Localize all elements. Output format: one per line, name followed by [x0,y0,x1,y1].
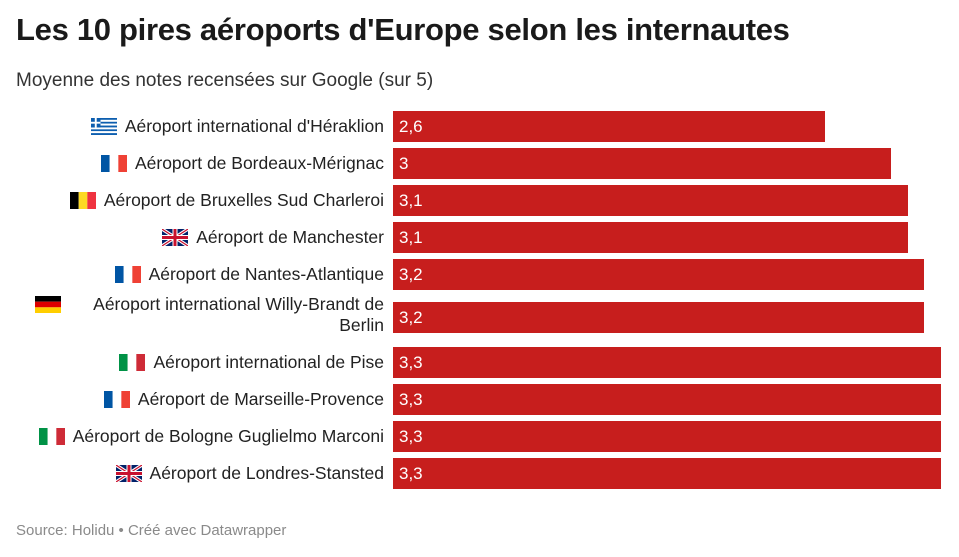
value-label: 3,3 [399,352,423,372]
belgium-flag-icon [69,192,96,209]
category-label: Aéroport de Bordeaux-Mérignac [100,148,384,179]
chart-row: Aéroport de Londres-Stansted 3,3 [0,458,959,489]
category-label-text: Aéroport international d'Héraklion [124,116,384,136]
value-label: 3,2 [399,307,423,327]
category-label-text: Aéroport de Bruxelles Sud Charleroi [103,190,384,210]
chart-row: Aéroport de Bordeaux-Mérignac 3 [0,148,959,179]
bar: 3,2 [393,259,925,290]
chart-row: Aéroport international de Pise 3,3 [0,347,959,378]
value-label: 3 [399,153,409,173]
chart-row: Aéroport international d'Héraklion 2,6 [0,111,959,142]
category-label: Aéroport international Willy-Brandt de B… [35,294,384,340]
category-label-text: Aéroport international de Pise [153,352,384,372]
value-label: 3,1 [399,190,423,210]
category-label: Aéroport de Manchester [162,222,384,253]
chart-row: Aéroport de Bologne Guglielmo Marconi 3,3 [0,421,959,452]
uk-flag-icon [162,229,189,246]
chart-title: Les 10 pires aéroports d'Europe selon le… [16,12,790,47]
category-label: Aéroport de Bruxelles Sud Charleroi [69,185,384,216]
italy-flag-icon [38,428,65,445]
category-label: Aéroport international d'Héraklion [90,111,384,142]
bar: 3,3 [393,421,941,452]
italy-flag-icon [119,354,146,371]
france-flag-icon [114,266,141,283]
category-label: Aéroport de Bologne Guglielmo Marconi [38,421,384,452]
bar: 3,3 [393,458,941,489]
category-label: Aéroport de Marseille-Provence [103,384,384,415]
category-label-text: Aéroport de Marseille-Provence [137,389,384,409]
chart-row: Aéroport de Marseille-Provence 3,3 [0,384,959,415]
bar: 3 [393,148,892,179]
uk-flag-icon [115,465,142,482]
category-label-text: Aéroport de Bologne Guglielmo Marconi [72,426,384,446]
category-label-text: Aéroport de Manchester [196,227,384,247]
value-label: 3,3 [399,426,423,446]
bar: 2,6 [393,111,825,142]
bar: 3,3 [393,347,941,378]
bar: 3,1 [393,222,908,253]
source-footer: Source: Holidu • Créé avec Datawrapper [16,522,287,539]
bar: 3,1 [393,185,908,216]
germany-flag-icon [35,296,61,313]
chart-row: Aéroport international Willy-Brandt de B… [0,294,959,335]
value-label: 3,3 [399,463,423,483]
value-label: 3,1 [399,227,423,247]
value-label: 3,3 [399,389,423,409]
chart-row: Aéroport de Manchester 3,1 [0,222,959,253]
value-label: 2,6 [399,116,423,136]
category-label: Aéroport international de Pise [119,347,384,378]
chart-subtitle: Moyenne des notes recensées sur Google (… [16,70,434,91]
france-flag-icon [100,155,127,172]
bar: 3,2 [393,302,925,333]
bar: 3,3 [393,384,941,415]
greece-flag-icon [90,118,117,135]
category-label-text: Aéroport de Nantes-Atlantique [148,264,384,284]
chart-row: Aéroport de Nantes-Atlantique 3,2 [0,259,959,290]
category-label-text: Aéroport de Londres-Stansted [149,463,384,483]
category-label-text: Aéroport de Bordeaux-Mérignac [134,153,384,173]
category-label: Aéroport de Nantes-Atlantique [114,259,384,290]
category-label: Aéroport de Londres-Stansted [115,458,384,489]
france-flag-icon [103,391,130,408]
chart-row: Aéroport de Bruxelles Sud Charleroi 3,1 [0,185,959,216]
value-label: 3,2 [399,264,423,284]
category-label-text: Aéroport international Willy-Brandt de B… [93,294,384,335]
